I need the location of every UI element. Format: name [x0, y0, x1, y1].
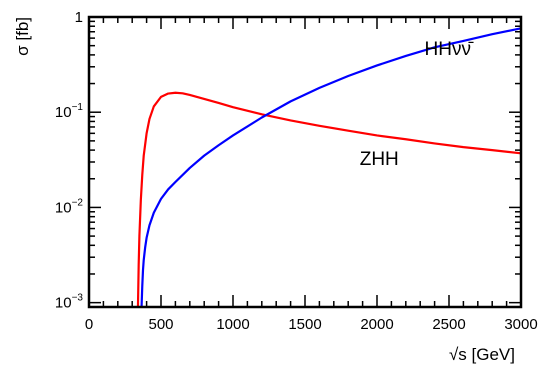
- y-tick-label: 10−1: [55, 102, 84, 121]
- y-axis-title: σ [fb]: [13, 17, 32, 56]
- x-tick-label: 3000: [504, 316, 537, 333]
- x-tick-label: 0: [85, 316, 93, 333]
- x-tick-label: 2000: [360, 316, 393, 333]
- plot-curves: [136, 27, 522, 308]
- x-axis-title: √s [GeV]: [449, 345, 515, 364]
- y-tick-label: 10−3: [55, 293, 84, 312]
- series-labels: ZHH HHνν̄: [360, 39, 474, 170]
- series-line-1: [140, 27, 522, 308]
- series-label-0: ZHH: [360, 149, 399, 170]
- series-label-1: HHνν̄: [425, 39, 474, 60]
- x-tick-label: 1000: [216, 316, 249, 333]
- x-tick-labels: 0 500 1000 1500 2000 2500 3000: [85, 316, 538, 333]
- x-tick-label: 1500: [288, 316, 321, 333]
- x-tick-label: 500: [148, 316, 173, 333]
- y-tick-labels: 1 10−1 10−2 10−3: [55, 9, 84, 312]
- series-line-0: [136, 91, 522, 308]
- y-tick-label: 10−2: [55, 197, 84, 216]
- plot-frame: [87, 15, 523, 309]
- axis-ticks: [88, 16, 522, 308]
- x-tick-label: 2500: [432, 316, 465, 333]
- y-tick-label: 1: [75, 9, 83, 26]
